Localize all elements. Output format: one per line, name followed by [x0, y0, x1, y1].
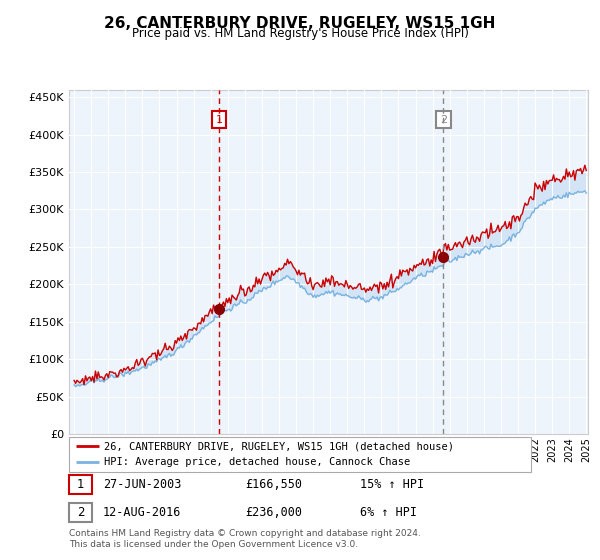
Bar: [69, 475, 92, 494]
Text: 26, CANTERBURY DRIVE, RUGELEY, WS15 1GH (detached house): 26, CANTERBURY DRIVE, RUGELEY, WS15 1GH …: [104, 441, 454, 451]
Text: 6% ↑ HPI: 6% ↑ HPI: [359, 506, 416, 519]
Text: 2: 2: [77, 506, 85, 519]
Text: £166,550: £166,550: [245, 478, 302, 491]
Text: 26, CANTERBURY DRIVE, RUGELEY, WS15 1GH: 26, CANTERBURY DRIVE, RUGELEY, WS15 1GH: [104, 16, 496, 31]
Text: 15% ↑ HPI: 15% ↑ HPI: [359, 478, 424, 491]
Text: 1: 1: [77, 478, 85, 491]
Text: 2: 2: [440, 115, 447, 124]
Text: 27-JUN-2003: 27-JUN-2003: [103, 478, 181, 491]
Text: 1: 1: [215, 115, 223, 124]
Text: HPI: Average price, detached house, Cannock Chase: HPI: Average price, detached house, Cann…: [104, 457, 410, 467]
Text: £236,000: £236,000: [245, 506, 302, 519]
Text: Price paid vs. HM Land Registry's House Price Index (HPI): Price paid vs. HM Land Registry's House …: [131, 27, 469, 40]
Bar: [69, 503, 92, 522]
Text: 12-AUG-2016: 12-AUG-2016: [103, 506, 181, 519]
Text: Contains HM Land Registry data © Crown copyright and database right 2024.
This d: Contains HM Land Registry data © Crown c…: [69, 529, 421, 549]
